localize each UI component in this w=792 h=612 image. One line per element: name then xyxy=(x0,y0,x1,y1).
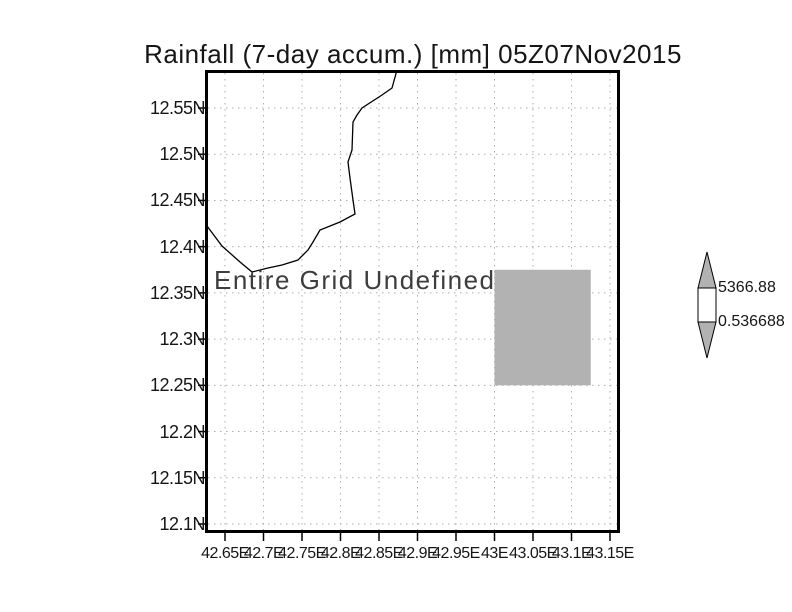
y-tick-label: 12.5N xyxy=(159,144,205,165)
x-tick-label: 43.05E xyxy=(509,545,557,562)
y-tick-label: 12.2N xyxy=(159,421,205,442)
y-tick-label: 12.45N xyxy=(149,190,206,211)
chart-title: Rainfall (7-day accum.) [mm] 05Z07Nov201… xyxy=(144,39,682,69)
y-tick-label: 12.3N xyxy=(159,329,205,350)
undefined-annotation: Entire Grid Undefined xyxy=(214,265,496,295)
y-tick-label: 12.4N xyxy=(159,236,205,257)
coastline-path xyxy=(208,73,397,273)
colorbar-min-label: 0.536688 xyxy=(718,313,785,330)
x-tick-label: 43E xyxy=(481,545,508,562)
colorbar-bar xyxy=(697,287,717,323)
x-tick-label: 42.7E xyxy=(243,545,284,562)
colorbar-max-label: 5366.88 xyxy=(718,279,776,296)
x-tick-label: 42.95E xyxy=(432,545,480,562)
x-tick-label: 42.9E xyxy=(397,545,438,562)
x-tick-label: 42.85E xyxy=(355,545,403,562)
x-tick-label: 42.65E xyxy=(201,545,249,562)
x-tick-label: 42.8E xyxy=(320,545,361,562)
y-tick-label: 12.55N xyxy=(149,98,206,118)
plot-frame xyxy=(205,70,620,533)
y-tick-label: 12.1N xyxy=(159,513,205,534)
y-tick-label: 12.15N xyxy=(149,467,206,488)
colorbar-down-arrow xyxy=(697,321,717,359)
y-tick-label: 12.25N xyxy=(149,375,206,396)
x-tick-label: 43.15E xyxy=(586,545,634,562)
x-tick-label: 43.1E xyxy=(551,545,592,562)
y-tick-label: 12.35N xyxy=(149,282,206,303)
x-tick-label: 42.75E xyxy=(278,545,326,562)
undefined-region xyxy=(494,269,591,386)
colorbar-up-arrow xyxy=(697,251,717,289)
